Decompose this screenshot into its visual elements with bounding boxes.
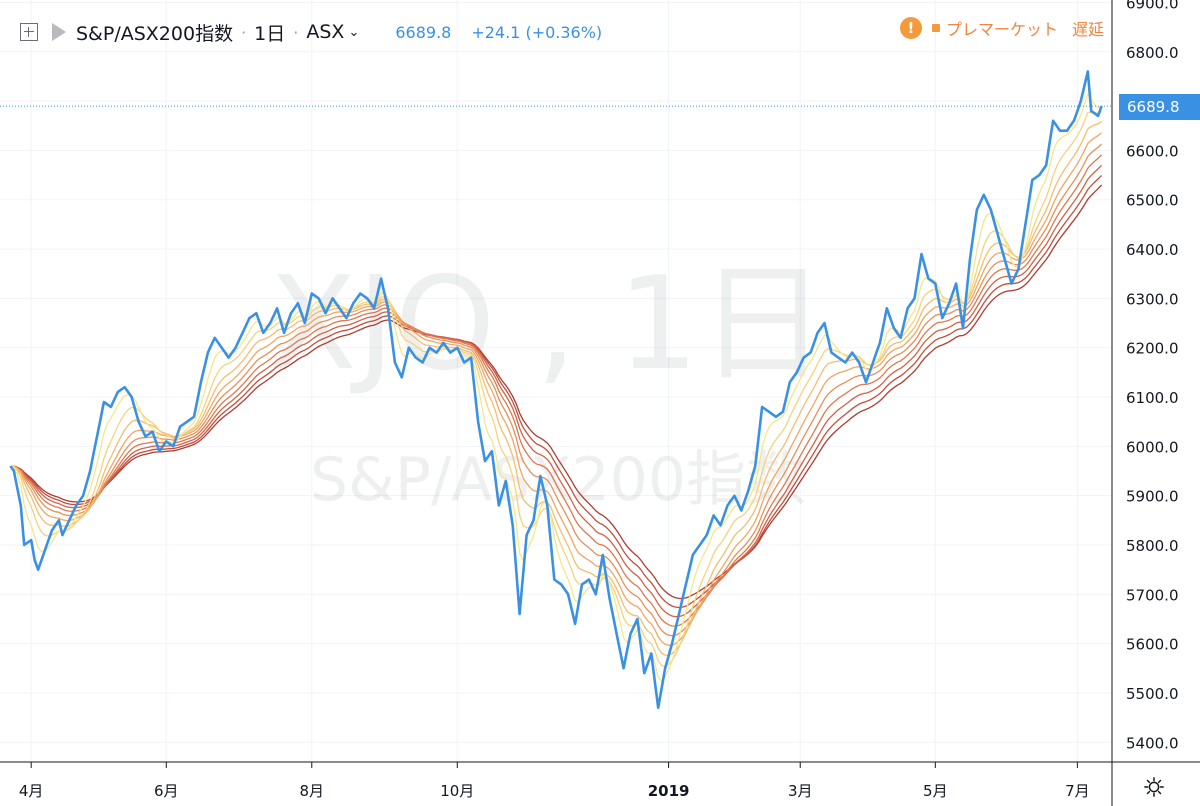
y-tick-label: 5800.0 bbox=[1126, 537, 1179, 555]
ma-line-30 bbox=[10, 154, 1103, 627]
y-tick-label: 5500.0 bbox=[1126, 685, 1179, 703]
ma-line-35 bbox=[10, 164, 1103, 618]
separator-dot: · bbox=[293, 22, 299, 42]
price-line bbox=[9, 70, 1103, 709]
y-tick-label: 5900.0 bbox=[1126, 488, 1179, 506]
current-price-tag: 6689.8 bbox=[1119, 94, 1200, 120]
grid bbox=[0, 0, 1112, 762]
y-tick-label: 5400.0 bbox=[1126, 734, 1179, 752]
y-tick-label: 5700.0 bbox=[1126, 586, 1179, 604]
x-tick-label: 2019 bbox=[648, 782, 690, 800]
x-tick-label: 6月 bbox=[154, 782, 179, 800]
ma-line-40 bbox=[10, 174, 1103, 609]
y-tick-label: 6900.0 bbox=[1126, 0, 1179, 12]
watermark: XJO , 1日 S&P/ASX200指数 bbox=[269, 250, 827, 515]
chevron-down-icon[interactable]: ⌄ bbox=[348, 24, 360, 40]
flag-icon[interactable] bbox=[52, 23, 66, 41]
warning-icon[interactable]: ! bbox=[899, 17, 922, 39]
y-tick-label: 6500.0 bbox=[1126, 192, 1179, 210]
last-price: 6689.8 bbox=[395, 22, 452, 42]
symbol-name[interactable]: S&P/ASX200指数 bbox=[76, 22, 234, 45]
ma-line-25 bbox=[10, 143, 1103, 637]
y-tick-label: 6300.0 bbox=[1126, 290, 1179, 308]
separator-dot: · bbox=[241, 22, 247, 42]
x-tick-label: 10月 bbox=[440, 782, 474, 800]
delay-label: 遅延 bbox=[1071, 20, 1104, 39]
watermark-name: S&P/ASX200指数 bbox=[310, 445, 806, 515]
gear-icon[interactable] bbox=[1143, 776, 1165, 798]
ma-line-15 bbox=[10, 121, 1102, 656]
y-tick-label: 5600.0 bbox=[1126, 636, 1179, 654]
symbol-header: S&P/ASX200指数 · 1日 · ASX ⌄ 6689.8 +24.1 (… bbox=[0, 14, 602, 50]
exchange-label[interactable]: ASX bbox=[306, 21, 345, 43]
x-tick-label: 5月 bbox=[923, 782, 948, 800]
ma-line-5 bbox=[10, 92, 1102, 682]
market-status[interactable]: ! プレマーケット 遅延 bbox=[899, 14, 1104, 42]
y-tick-label: 6000.0 bbox=[1126, 438, 1179, 456]
y-tick-label: 6400.0 bbox=[1126, 241, 1179, 259]
x-tick-label: 8月 bbox=[300, 782, 325, 800]
x-tick-label: 4月 bbox=[19, 782, 44, 800]
watermark-symbol: XJO , 1日 bbox=[269, 250, 827, 399]
y-tick-label: 6600.0 bbox=[1126, 142, 1179, 160]
ma-line-45 bbox=[10, 184, 1103, 600]
ma-ribbon bbox=[10, 92, 1103, 682]
y-tick-label: 6800.0 bbox=[1126, 44, 1179, 62]
ma-line-10 bbox=[10, 111, 1102, 667]
interval-label[interactable]: 1日 bbox=[254, 22, 286, 45]
price-series bbox=[0, 70, 1112, 709]
x-tick-label: 3月 bbox=[788, 782, 813, 800]
status-square-icon bbox=[931, 24, 940, 32]
premarket-label: プレマーケット bbox=[945, 20, 1058, 39]
x-tick-label: 7月 bbox=[1065, 782, 1090, 800]
plus-square-icon[interactable] bbox=[20, 23, 38, 41]
ma-line-20 bbox=[10, 132, 1103, 646]
y-tick-label: 6200.0 bbox=[1126, 340, 1179, 358]
price-change: +24.1 (+0.36%) bbox=[471, 22, 603, 42]
y-tick-label: 6100.0 bbox=[1126, 389, 1179, 407]
